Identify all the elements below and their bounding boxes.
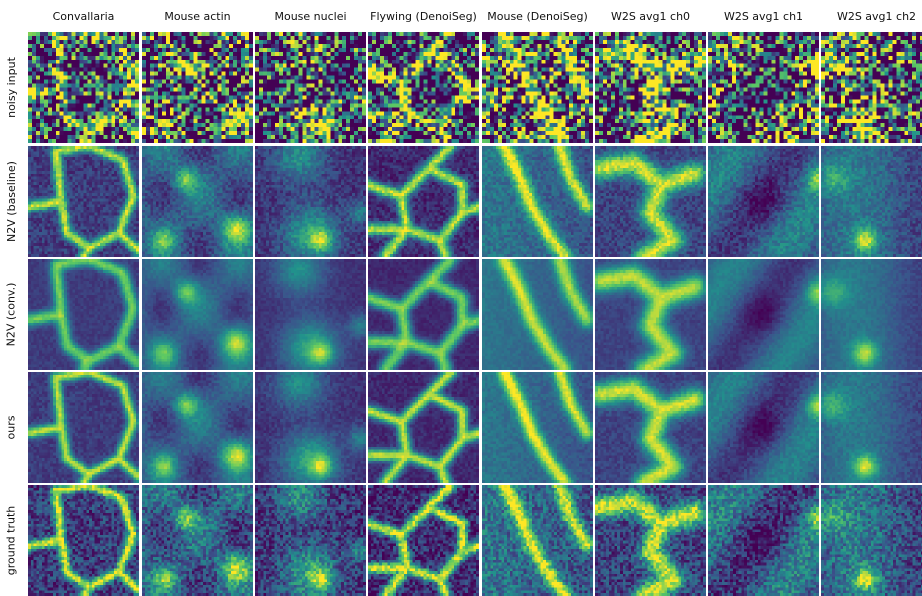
column-header-w2s-ch0: W2S avg1 ch0 <box>594 10 707 23</box>
panel-n2v-conv-w2s-ch2 <box>821 259 922 370</box>
panel-n2v-baseline-flywing <box>368 146 479 257</box>
heatmap-image <box>142 372 253 483</box>
panel-noisy-w2s-ch0 <box>595 32 706 143</box>
heatmap-image <box>708 146 819 257</box>
panel-n2v-conv-w2s-ch0 <box>595 259 706 370</box>
panel-ground-truth-actin <box>142 485 253 596</box>
heatmap-image <box>255 32 366 143</box>
heatmap-image <box>28 485 139 596</box>
heatmap-image <box>368 146 479 257</box>
panel-noisy-mouse-denoiseg <box>482 32 593 143</box>
heatmap-image <box>255 485 366 596</box>
panel-noisy-flywing <box>368 32 479 143</box>
panel-n2v-baseline-mouse-denoiseg <box>482 146 593 257</box>
panel-n2v-baseline-w2s-ch2 <box>821 146 922 257</box>
heatmap-image <box>255 146 366 257</box>
heatmap-image <box>28 32 139 143</box>
panel-noisy-convallaria <box>28 32 139 143</box>
panel-ours-nuclei <box>255 372 366 483</box>
panel-ground-truth-w2s-ch2 <box>821 485 922 596</box>
column-header-w2s-ch2: W2S avg1 ch2 <box>820 10 922 23</box>
heatmap-image <box>595 146 706 257</box>
heatmap-image <box>482 259 593 370</box>
heatmap-image <box>482 32 593 143</box>
heatmap-image <box>595 485 706 596</box>
heatmap-image <box>821 485 922 596</box>
heatmap-image <box>595 372 706 483</box>
row-label-n2v-conv: N2V (conv.) <box>0 259 22 370</box>
heatmap-image <box>28 259 139 370</box>
panel-ours-w2s-ch0 <box>595 372 706 483</box>
panel-ground-truth-convallaria <box>28 485 139 596</box>
panel-ours-mouse-denoiseg <box>482 372 593 483</box>
panel-n2v-conv-w2s-ch1 <box>708 259 819 370</box>
column-header-convallaria: Convallaria <box>27 10 140 23</box>
panel-n2v-baseline-w2s-ch1 <box>708 146 819 257</box>
row-label-ours: ours <box>0 372 22 483</box>
heatmap-image <box>482 146 593 257</box>
heatmap-image <box>142 32 253 143</box>
heatmap-image <box>821 32 922 143</box>
panel-n2v-baseline-convallaria <box>28 146 139 257</box>
panel-ground-truth-mouse-denoiseg <box>482 485 593 596</box>
heatmap-image <box>708 372 819 483</box>
panel-n2v-conv-convallaria <box>28 259 139 370</box>
heatmap-image <box>595 259 706 370</box>
column-header-actin: Mouse actin <box>141 10 254 23</box>
panel-ours-convallaria <box>28 372 139 483</box>
heatmap-image <box>595 32 706 143</box>
panel-ground-truth-flywing <box>368 485 479 596</box>
heatmap-image <box>255 372 366 483</box>
heatmap-image <box>142 485 253 596</box>
heatmap-image <box>28 146 139 257</box>
panel-n2v-baseline-actin <box>142 146 253 257</box>
panel-noisy-w2s-ch2 <box>821 32 922 143</box>
panel-n2v-conv-mouse-denoiseg <box>482 259 593 370</box>
panel-ground-truth-w2s-ch1 <box>708 485 819 596</box>
heatmap-image <box>821 146 922 257</box>
panel-n2v-baseline-nuclei <box>255 146 366 257</box>
panel-noisy-w2s-ch1 <box>708 32 819 143</box>
heatmap-image <box>142 146 253 257</box>
heatmap-image <box>708 259 819 370</box>
column-header-mouse-denoiseg: Mouse (DenoiSeg) <box>481 10 594 23</box>
heatmap-image <box>28 372 139 483</box>
panel-ours-w2s-ch1 <box>708 372 819 483</box>
panel-n2v-conv-actin <box>142 259 253 370</box>
heatmap-image <box>482 372 593 483</box>
panel-noisy-nuclei <box>255 32 366 143</box>
row-label-n2v-baseline: N2V (baseline) <box>0 146 22 257</box>
row-label-noisy: noisy input <box>0 32 22 143</box>
column-header-nuclei: Mouse nuclei <box>254 10 367 23</box>
heatmap-image <box>368 372 479 483</box>
heatmap-image <box>821 372 922 483</box>
panel-ground-truth-nuclei <box>255 485 366 596</box>
row-label-ground-truth: ground truth <box>0 485 22 596</box>
column-header-w2s-ch1: W2S avg1 ch1 <box>707 10 820 23</box>
panel-n2v-conv-flywing <box>368 259 479 370</box>
panel-ours-actin <box>142 372 253 483</box>
heatmap-image <box>142 259 253 370</box>
heatmap-image <box>708 32 819 143</box>
heatmap-image <box>368 32 479 143</box>
panel-n2v-baseline-w2s-ch0 <box>595 146 706 257</box>
heatmap-image <box>821 259 922 370</box>
panel-n2v-conv-nuclei <box>255 259 366 370</box>
panel-noisy-actin <box>142 32 253 143</box>
heatmap-image <box>255 259 366 370</box>
panel-ours-flywing <box>368 372 479 483</box>
heatmap-image <box>708 485 819 596</box>
heatmap-image <box>368 259 479 370</box>
panel-ground-truth-w2s-ch0 <box>595 485 706 596</box>
panel-ours-w2s-ch2 <box>821 372 922 483</box>
column-header-flywing: Flywing (DenoiSeg) <box>367 10 480 23</box>
heatmap-image <box>482 485 593 596</box>
heatmap-image <box>368 485 479 596</box>
